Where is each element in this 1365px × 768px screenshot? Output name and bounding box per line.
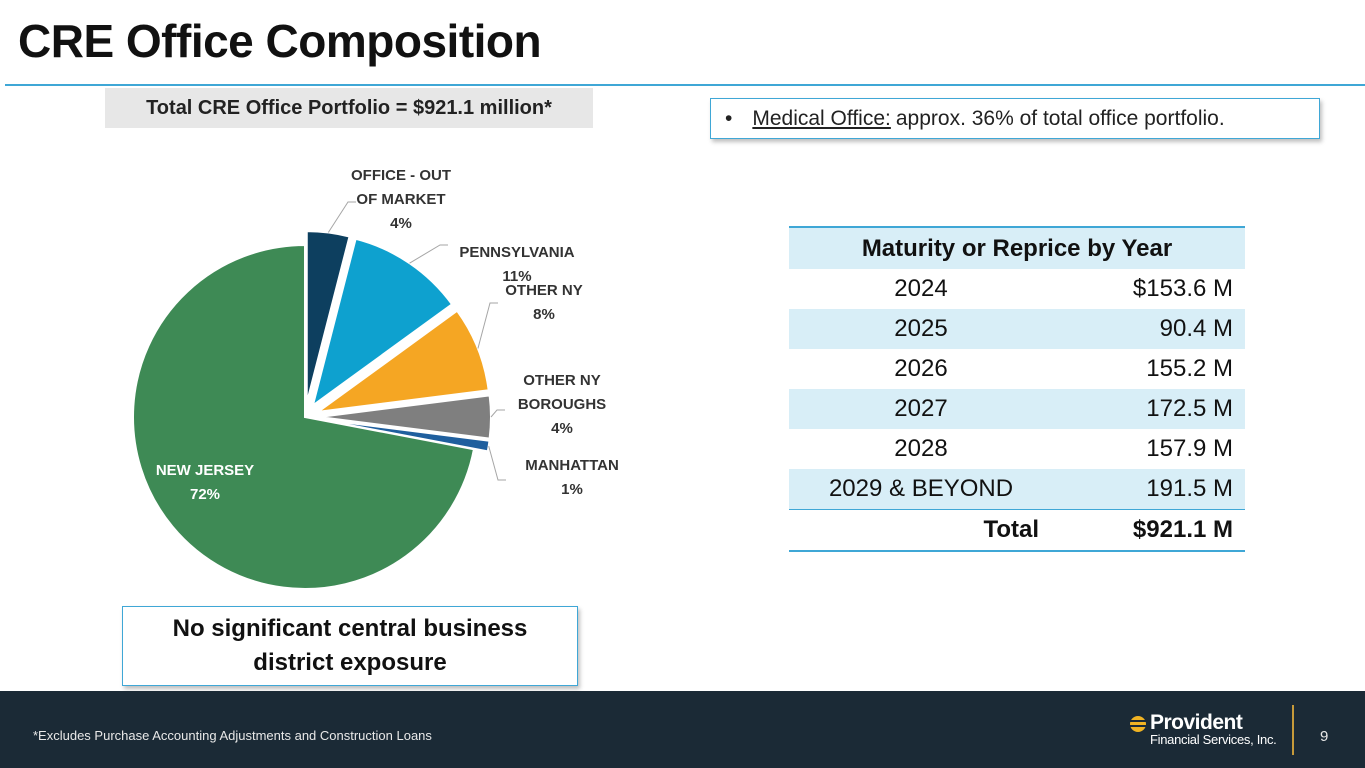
table-cell-year: 2024	[894, 275, 948, 302]
table-cell-amount: $153.6 M	[1132, 275, 1233, 302]
slice-name-label: PENNSYLVANIA	[459, 244, 574, 261]
slice-percent-label: 8%	[533, 306, 555, 323]
table-row: 2026 155.2 M	[789, 349, 1245, 389]
table-cell-amount: 172.5 M	[1053, 389, 1245, 429]
table-row: 2029 & BEYOND 191.5 M	[789, 469, 1245, 510]
slice-name-label: NEW JERSEY	[156, 462, 254, 479]
table-cell-amount: 90.4 M	[1053, 309, 1245, 349]
table-cell-year: 2028	[894, 435, 948, 462]
table-total-label: Total	[789, 509, 1053, 552]
maturity-table-header: Maturity or Reprice by Year	[789, 226, 1245, 269]
cbd-note-line1: No significant central business	[172, 615, 528, 642]
logo-subtitle: Financial Services, Inc.	[1150, 732, 1277, 747]
leader-line	[327, 201, 356, 233]
title-divider	[5, 84, 1365, 86]
medical-office-note: • Medical Office: approx. 36% of total o…	[710, 98, 1320, 139]
table-row: 2028 157.9 M	[789, 429, 1245, 469]
medical-office-text: approx. 36% of total office portfolio.	[895, 106, 1225, 130]
slice-percent-label: 4%	[551, 420, 573, 437]
portfolio-total-label: Total CRE Office Portfolio = $921.1 mill…	[105, 88, 593, 128]
table-cell-amount: 155.2 M	[1146, 355, 1233, 382]
pie-slice-pennsylvania	[311, 237, 454, 408]
table-cell-amount: 157.9 M	[1146, 435, 1233, 462]
pie-slice-new-jersey	[132, 243, 476, 590]
slice-percent-label: 4%	[390, 215, 412, 232]
leader-line	[490, 409, 505, 418]
page-number: 9	[1320, 728, 1329, 745]
footnote: *Excludes Purchase Accounting Adjustment…	[33, 728, 432, 743]
table-total-amount: $921.1 M	[1053, 509, 1245, 552]
table-row: 2024 $153.6 M	[789, 269, 1245, 309]
pie-slice-office-out-of-market	[305, 230, 351, 404]
slice-name-label: BOROUGHS	[518, 396, 606, 413]
leader-line	[488, 445, 506, 481]
provident-logo-icon	[1129, 716, 1147, 732]
table-cell-year: 2026	[894, 355, 948, 382]
slice-name-label: MANHATTAN	[525, 457, 619, 474]
leader-line	[409, 244, 448, 264]
footer-divider	[1292, 705, 1294, 755]
table-cell-year: 2025	[789, 309, 1053, 349]
page-title: CRE Office Composition	[18, 15, 542, 67]
slice-percent-label: 72%	[190, 486, 220, 503]
table-cell-year: 2027	[789, 389, 1053, 429]
slice-name-label: OFFICE - OUT	[351, 167, 451, 184]
cbd-exposure-note: No significant central business district…	[122, 606, 578, 686]
medical-office-label: Medical Office:	[752, 106, 891, 130]
slice-percent-label: 1%	[561, 481, 583, 498]
leader-line	[477, 302, 498, 349]
table-total-row: Total $921.1 M	[789, 509, 1245, 552]
maturity-table: Maturity or Reprice by Year 2024 $153.6 …	[789, 226, 1245, 552]
slice-percent-label: 11%	[502, 268, 531, 285]
footer-bar: *Excludes Purchase Accounting Adjustment…	[0, 691, 1365, 768]
table-row: 2025 90.4 M	[789, 309, 1245, 349]
slice-name-label: OTHER NY	[523, 372, 601, 389]
slice-name-label: OTHER NY	[505, 282, 583, 299]
logo-name: Provident	[1150, 711, 1243, 734]
table-cell-amount: 191.5 M	[1053, 469, 1245, 510]
bullet-icon: •	[725, 106, 733, 130]
table-row: 2027 172.5 M	[789, 389, 1245, 429]
cbd-note-line2: district exposure	[253, 649, 447, 676]
slice-name-label: OF MARKET	[356, 191, 445, 208]
table-cell-year: 2029 & BEYOND	[789, 469, 1053, 510]
